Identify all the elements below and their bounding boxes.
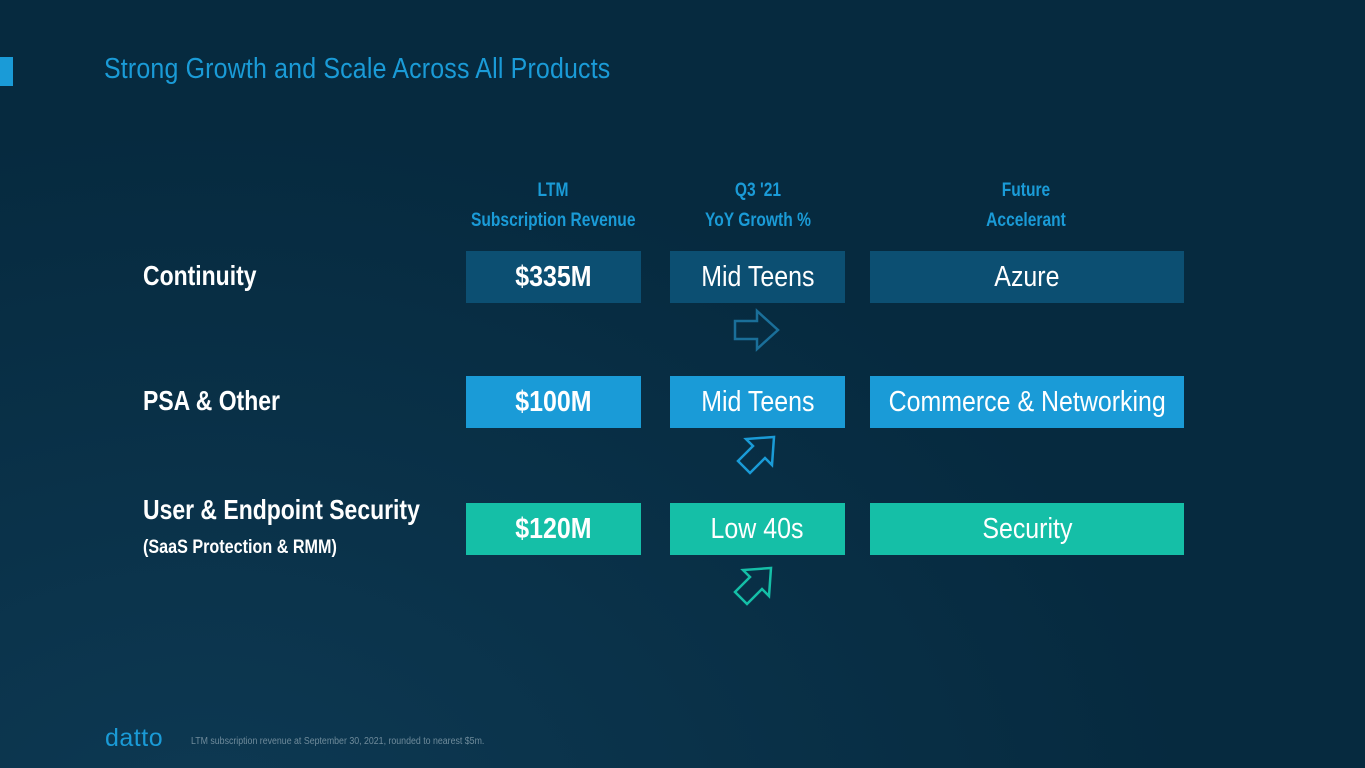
growth-cell: Low 40s	[670, 503, 845, 555]
column-header-accelerant: Future Accelerant	[944, 176, 1108, 236]
arrow-right-icon	[733, 308, 780, 352]
growth-cell: Mid Teens	[670, 376, 845, 428]
column-header-growth: Q3 '21 YoY Growth %	[676, 176, 840, 236]
column-header-line: Q3 '21	[734, 180, 782, 201]
arrow-up-right-icon	[733, 566, 773, 606]
datto-logo: datto	[105, 724, 164, 752]
row-label: PSA & Other	[143, 385, 280, 416]
column-header-revenue: LTM Subscription Revenue	[471, 176, 635, 236]
revenue-cell: $120M	[466, 503, 641, 555]
row-label: Continuity	[143, 260, 257, 291]
growth-value: Mid Teens	[700, 385, 815, 418]
column-header-line: YoY Growth %	[705, 210, 811, 231]
footnote: LTM subscription revenue at September 30…	[191, 736, 485, 747]
slide-title: Strong Growth and Scale Across All Produ…	[104, 53, 611, 85]
column-header-line: LTM	[537, 180, 569, 201]
revenue-value: $335M	[515, 260, 592, 293]
revenue-value: $100M	[515, 385, 592, 418]
growth-value: Low 40s	[711, 512, 804, 545]
revenue-cell: $335M	[466, 251, 641, 303]
title-accent-bar	[0, 57, 13, 86]
growth-cell: Mid Teens	[670, 251, 845, 303]
revenue-value: $120M	[515, 512, 592, 545]
accelerant-value: Azure	[994, 260, 1060, 293]
row-label: User & Endpoint Security	[143, 494, 420, 525]
arrow-up-right-icon	[736, 435, 776, 475]
accelerant-cell: Azure	[870, 251, 1184, 303]
accelerant-cell: Commerce & Networking	[870, 376, 1184, 428]
accelerant-cell: Security	[870, 503, 1184, 555]
column-header-line: Future	[1001, 180, 1051, 201]
accelerant-value: Security	[981, 512, 1073, 545]
accelerant-value: Commerce & Networking	[888, 385, 1166, 418]
column-header-line: Subscription Revenue	[471, 210, 636, 231]
row-sublabel: (SaaS Protection & RMM)	[143, 537, 337, 558]
revenue-cell: $100M	[466, 376, 641, 428]
growth-value: Mid Teens	[700, 260, 815, 293]
column-header-line: Accelerant	[986, 210, 1066, 231]
